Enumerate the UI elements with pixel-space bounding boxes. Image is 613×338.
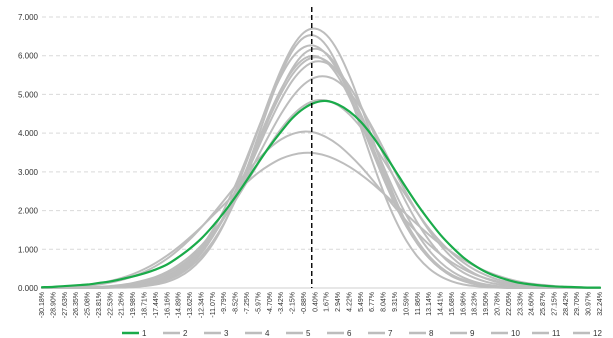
x-tick-label: 4.22%	[346, 292, 353, 312]
x-tick-label: 10.59%	[403, 292, 410, 316]
y-tick-label: 6.000	[18, 52, 39, 61]
x-tick-label: -27.63%	[62, 292, 69, 318]
x-tick-label: -3.42%	[278, 292, 285, 314]
x-tick-label: 19.50%	[483, 292, 490, 316]
x-tick-label: 11.86%	[415, 292, 422, 315]
x-tick-label: 6.77%	[369, 292, 376, 312]
x-tick-label: 5.49%	[358, 292, 365, 312]
series-line-12	[41, 47, 601, 290]
series-line-7	[41, 56, 601, 290]
x-tick-label: -0.88%	[301, 292, 308, 314]
x-tick-label: -16.16%	[164, 292, 171, 318]
legend-label-9: 9	[470, 329, 475, 338]
x-tick-label: 30.97%	[586, 292, 593, 316]
legend-label-2: 2	[183, 329, 188, 338]
series-line-4	[41, 60, 601, 290]
x-tick-label: 18.23%	[472, 292, 479, 316]
legend: 1 2 3 4 5 6 7 8 9 10 11 12	[122, 329, 602, 338]
x-tick-label: -11.07%	[210, 292, 217, 318]
y-tick-label: 1.000	[18, 245, 39, 254]
series-line-1	[40, 99, 602, 289]
x-axis-ticks: -30.18% -28.90% -27.63% -26.35% -25.08% -23.8…	[39, 292, 604, 318]
x-tick-label: 20.78%	[495, 292, 502, 316]
gridlines	[42, 16, 600, 289]
y-tick-label: 3.000	[18, 168, 39, 177]
x-tick-label: -17.44%	[153, 292, 160, 318]
legend-label-11: 11	[552, 329, 561, 338]
legend-label-1: 1	[142, 329, 147, 338]
x-tick-label: 25.87%	[540, 292, 547, 316]
x-tick-label: -8.52%	[233, 292, 240, 314]
y-axis-ticks: 0.000 1.000 2.000 3.000 4.000 5.000 6.000 7.000	[18, 13, 39, 293]
x-tick-label: 9.31%	[392, 292, 399, 312]
y-tick-label: 5.000	[18, 90, 39, 99]
x-tick-label: 29.70%	[574, 292, 581, 316]
x-tick-label: -7.25%	[244, 292, 251, 314]
legend-label-12: 12	[593, 329, 602, 338]
y-tick-label: 0.000	[18, 284, 39, 293]
x-tick-label: -28.90%	[50, 292, 57, 318]
y-tick-label: 4.000	[18, 129, 39, 138]
series-lines	[40, 27, 602, 290]
x-tick-label: -2.15%	[290, 292, 297, 314]
x-tick-label: -30.18%	[39, 292, 46, 318]
x-tick-label: -18.71%	[141, 292, 148, 318]
x-tick-label: 27.15%	[551, 292, 558, 316]
legend-label-3: 3	[224, 329, 229, 338]
y-tick-label: 2.000	[18, 207, 39, 216]
x-tick-label: -13.62%	[187, 292, 194, 318]
x-tick-label: -19.98%	[130, 292, 137, 318]
legend-label-4: 4	[265, 329, 270, 338]
x-tick-label: 8.04%	[381, 292, 388, 312]
x-tick-label: -25.08%	[85, 292, 92, 318]
series-line-6	[41, 75, 601, 290]
series-line-11	[41, 54, 601, 290]
x-tick-label: 2.94%	[335, 292, 342, 312]
series-line-3	[41, 27, 601, 290]
legend-label-5: 5	[306, 329, 311, 338]
legend-label-6: 6	[347, 329, 352, 338]
x-tick-label: 32.24%	[597, 292, 604, 316]
x-tick-label: 16.96%	[460, 292, 467, 316]
y-tick-label: 7.000	[18, 13, 39, 22]
legend-label-10: 10	[511, 329, 520, 338]
series-line-5	[41, 151, 601, 289]
x-tick-label: 28.42%	[563, 292, 570, 316]
x-tick-label: 0.40%	[312, 292, 319, 312]
series-line-9	[41, 34, 601, 290]
x-tick-label: 1.67%	[324, 292, 331, 312]
x-tick-label: -14.89%	[176, 292, 183, 318]
legend-label-7: 7	[388, 329, 393, 338]
x-tick-label: -4.70%	[267, 292, 274, 314]
x-tick-label: -9.79%	[221, 292, 228, 314]
x-tick-label: 15.68%	[449, 292, 456, 316]
legend-label-8: 8	[429, 329, 434, 338]
x-tick-label: 24.60%	[529, 292, 536, 316]
x-tick-label: 14.41%	[438, 292, 445, 316]
x-tick-label: -26.35%	[73, 292, 80, 318]
x-tick-label: 23.33%	[517, 292, 524, 316]
x-tick-label: -5.97%	[255, 292, 262, 314]
x-tick-label: -22.53%	[107, 292, 114, 318]
x-tick-label: -12.34%	[198, 292, 205, 318]
x-tick-label: -23.81%	[96, 292, 103, 318]
x-tick-label: 22.05%	[506, 292, 513, 316]
series-line-8	[41, 99, 601, 290]
series-line-2	[41, 44, 601, 290]
x-tick-label: 13.14%	[426, 292, 433, 316]
x-tick-label: -21.26%	[119, 292, 126, 318]
